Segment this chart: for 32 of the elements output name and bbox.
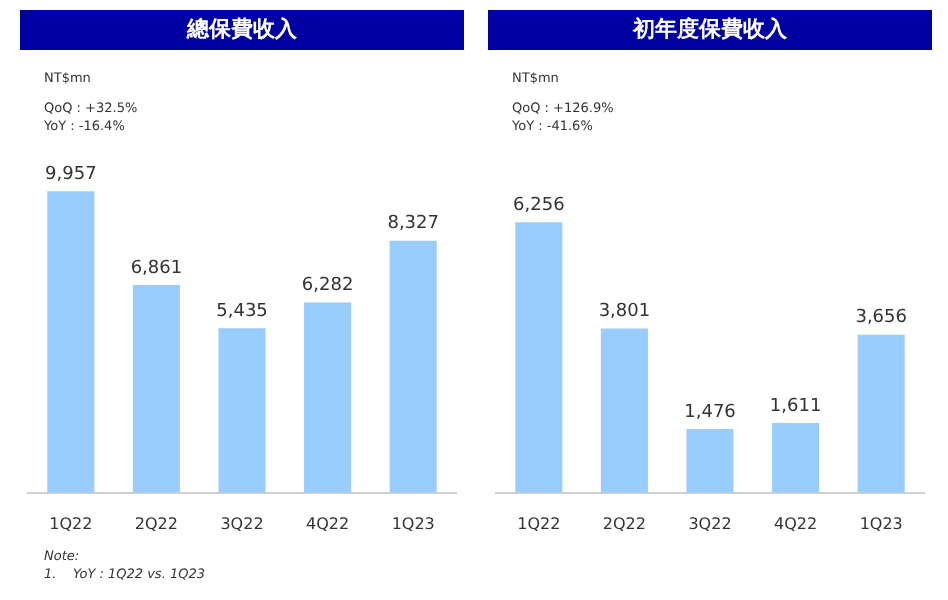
- chart-title: 初年度保費收入: [488, 10, 932, 50]
- x-tick-label: 1Q23: [859, 514, 903, 533]
- data-label: 1,611: [769, 396, 822, 417]
- x-tick-label: 4Q22: [306, 514, 350, 533]
- data-label: 1,476: [684, 402, 737, 423]
- x-tick-label: 1Q23: [391, 514, 435, 533]
- bar: [600, 328, 648, 493]
- chart-title: 總保費收入: [20, 10, 464, 50]
- x-tick-label: 4Q22: [774, 514, 818, 533]
- x-tick-label: 1Q22: [517, 514, 561, 533]
- data-label: 3,801: [598, 302, 651, 323]
- x-tick-label: 2Q22: [602, 514, 646, 533]
- data-label: 3,656: [855, 308, 908, 329]
- bar: [389, 240, 437, 493]
- x-tick-label: 3Q22: [220, 514, 264, 533]
- data-label: 9,957: [45, 164, 97, 185]
- x-tick-label: 2Q22: [134, 514, 178, 533]
- bar: [132, 285, 180, 493]
- bar: [857, 334, 905, 493]
- bar: [218, 328, 266, 493]
- bar: [772, 423, 820, 493]
- data-label: 8,327: [387, 214, 439, 235]
- data-label: 6,256: [513, 195, 566, 216]
- bar: [515, 222, 563, 493]
- data-label: 5,435: [216, 301, 268, 322]
- data-label: 6,861: [130, 258, 183, 279]
- bar: [304, 302, 352, 493]
- bar: [686, 428, 734, 493]
- x-tick-label: 3Q22: [688, 514, 732, 533]
- x-tick-label: 1Q22: [49, 514, 93, 533]
- bar: [47, 191, 95, 493]
- data-label: 6,282: [301, 276, 354, 297]
